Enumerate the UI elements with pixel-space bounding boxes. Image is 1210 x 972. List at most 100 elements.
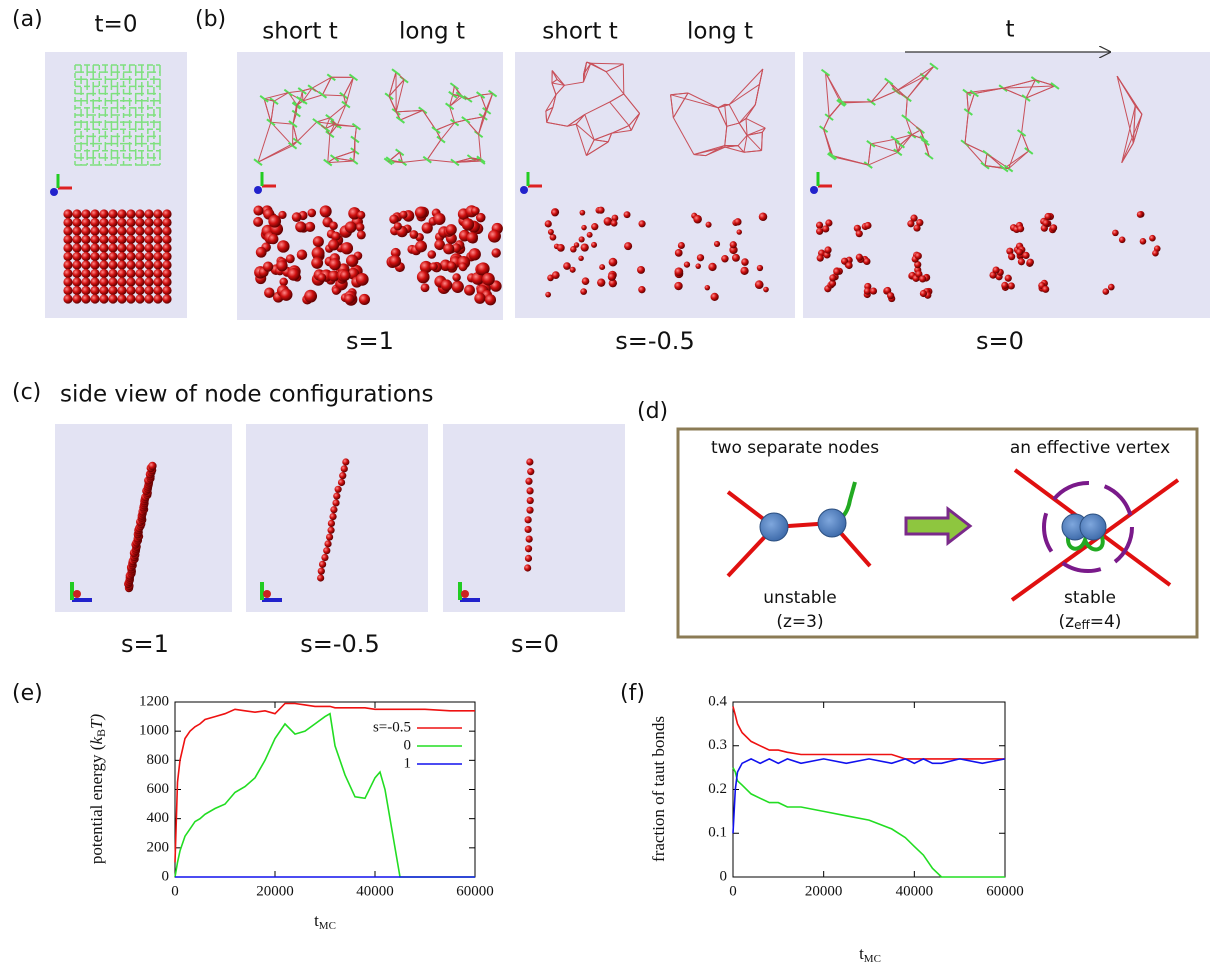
sphere [678,242,685,249]
sphere [162,269,171,278]
sphere [63,226,72,235]
sphere [608,273,616,281]
sphere [108,260,117,269]
sphere [333,493,340,500]
sphere [162,218,171,227]
d-z: (zeff=4) [1059,612,1122,632]
node [818,509,846,537]
caption: s=-0.5 [300,630,379,658]
sphere [339,472,346,479]
strand [591,63,623,64]
sphere [356,273,369,286]
sphere [63,209,72,218]
plot-frame [733,702,1005,877]
sphere [755,280,764,289]
sphere [81,209,90,218]
sphere [108,226,117,235]
sphere [153,269,162,278]
sphere [341,242,353,254]
y-axis-label-sub: B [94,729,108,737]
sphere [737,229,742,234]
sphere [330,506,337,513]
sphere [730,241,737,248]
node [1080,514,1106,540]
sphere [856,230,863,237]
sphere [833,268,840,275]
x-tick-label: 0 [729,883,737,899]
axis-icon [50,188,58,196]
sphere [734,218,741,225]
sphere [63,252,72,261]
sphere [415,241,427,253]
sphere [162,286,171,295]
sphere [471,207,480,216]
sphere [90,243,99,252]
sphere [99,235,108,244]
sphere [63,294,72,303]
sphere [329,221,338,230]
sphere [732,254,740,262]
sphere [313,236,324,247]
sphere [488,230,501,243]
sphere [126,260,135,269]
sphere [1043,219,1050,226]
sphere [126,235,135,244]
sphere [126,252,135,261]
sphere [1001,282,1008,289]
axis-icon [254,186,262,194]
sphere [1152,250,1159,257]
y-tick-label: 0.4 [708,693,727,709]
sphere [99,277,108,286]
sphere [697,254,704,261]
sphere [135,286,144,295]
sphere [81,226,90,235]
sphere [410,230,419,239]
sphere [329,258,341,270]
sphere [72,269,81,278]
sphere [153,252,162,261]
x-tick-label: 40000 [356,883,394,899]
sphere [1119,236,1126,243]
sphere [1042,286,1049,293]
panel-d: two separate nodes an effective vertex u… [678,429,1197,637]
sphere [323,547,330,554]
y-tick-label: 400 [147,810,170,826]
sphere [525,516,532,523]
sphere [1044,213,1051,220]
sphere [99,269,108,278]
sphere [705,285,710,290]
sphere [684,261,690,267]
sphere [311,257,323,269]
sphere [545,220,552,227]
sphere [526,487,533,494]
y-axis-label-part: potential energy ( [87,744,106,864]
sphere [162,260,171,269]
panel-c2 [246,424,428,612]
sphere [135,235,144,244]
sphere [474,293,485,304]
sphere [591,223,598,230]
sphere [1016,248,1023,255]
arrow-label: t [1005,17,1014,43]
sphere [570,267,576,273]
sphere [581,225,586,230]
sphere [462,218,474,230]
sphere [563,262,571,270]
sphere [297,249,307,259]
group-label: s=1 [346,327,394,355]
sphere [153,277,162,286]
sphere [817,255,824,262]
sphere [579,236,585,242]
sphere [279,278,288,287]
sphere [863,258,870,265]
sphere [920,290,927,297]
sphere [253,217,263,227]
sphere [81,260,90,269]
sphere [609,258,618,267]
sphere [441,279,453,291]
group-label: s=-0.5 [615,327,694,355]
sphere [81,269,90,278]
sphere [280,288,292,300]
sphere [117,235,126,244]
axis-icon [520,186,528,194]
